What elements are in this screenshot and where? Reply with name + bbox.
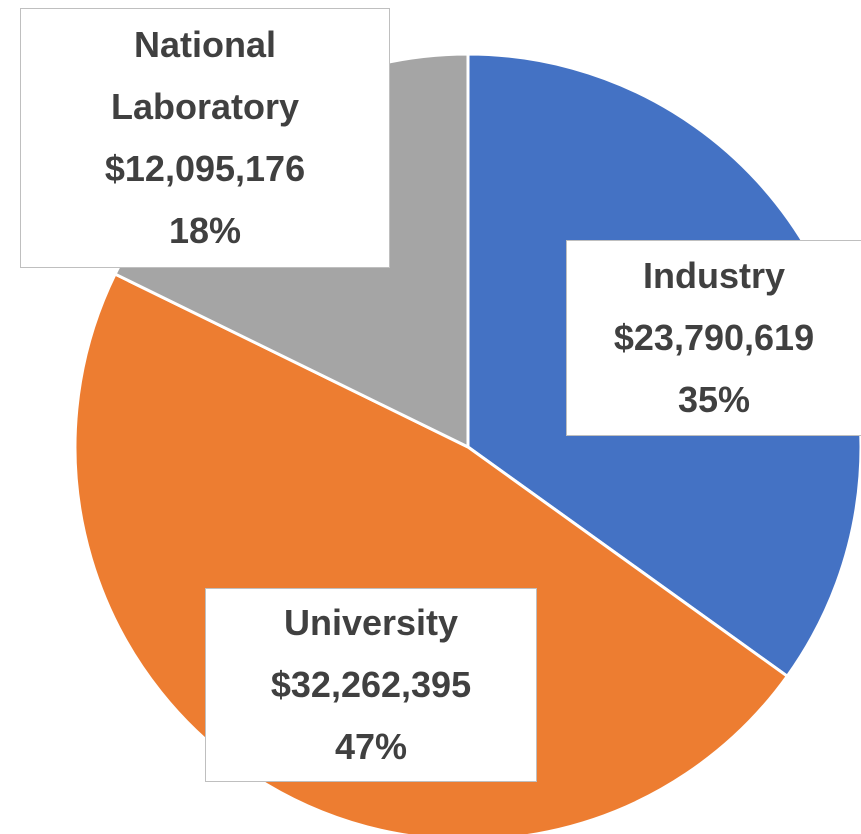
label-value: $23,790,619 [613, 317, 815, 358]
label-name: University [283, 602, 459, 643]
label-value: $32,262,395 [270, 664, 472, 705]
data-label: Industry $23,790,619 35% [566, 240, 861, 436]
data-label: National Laboratory $12,095,176 18% [20, 8, 390, 268]
label-percent: 35% [677, 379, 751, 420]
label-value: $12,095,176 [104, 148, 306, 189]
label-name: Industry [642, 255, 785, 296]
data-label: University $32,262,395 47% [205, 588, 537, 782]
label-name: National Laboratory [110, 24, 300, 127]
label-percent: 18% [168, 210, 242, 251]
label-percent: 47% [334, 726, 408, 767]
